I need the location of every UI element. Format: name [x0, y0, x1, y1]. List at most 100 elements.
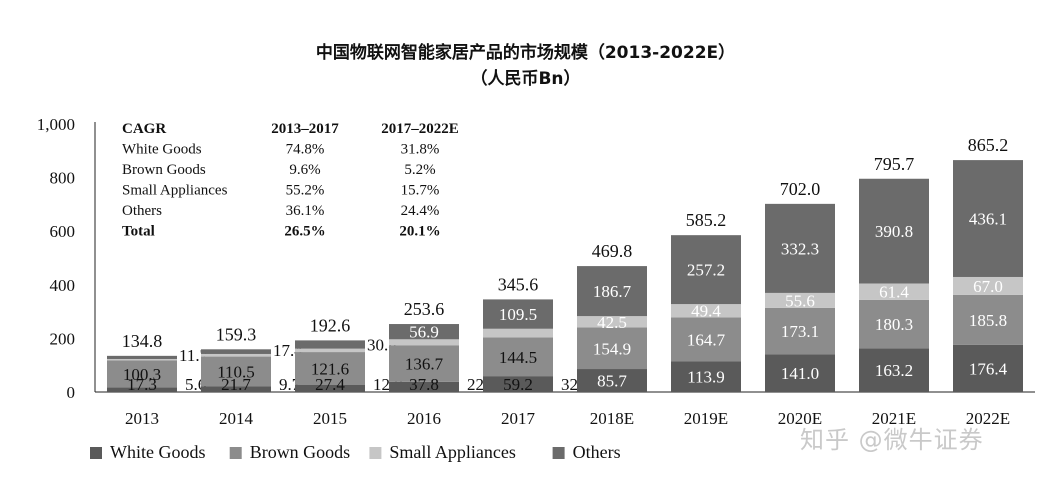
legend-swatch [369, 447, 382, 459]
total-label: 702.0 [780, 179, 821, 199]
data-label-brown-goods: 180.3 [875, 315, 913, 334]
bar-segment-others [859, 178, 929, 284]
data-label-small-appliances: 5.6 [185, 375, 206, 394]
bar-segment-others [765, 203, 835, 293]
data-label-white-goods: 17.3 [127, 375, 157, 394]
bar-segment-white-goods [577, 369, 647, 392]
legend-label: Small Appliances [389, 442, 515, 462]
x-tick-label: 2019E [684, 409, 728, 428]
bar-segment-brown-goods [107, 360, 177, 388]
y-tick-label: 200 [50, 329, 76, 348]
legend-swatch [90, 447, 102, 459]
bar-segment-white-goods [201, 386, 271, 392]
y-tick-label: 1,000 [37, 115, 75, 134]
bar-segment-white-goods [765, 354, 835, 392]
total-label: 253.6 [404, 299, 445, 319]
data-label-white-goods: 163.2 [875, 361, 913, 380]
bar-segment-brown-goods [859, 299, 929, 349]
data-label-brown-goods: 144.5 [499, 348, 537, 367]
data-label-white-goods: 37.8 [409, 375, 439, 394]
data-label-small-appliances: 49.4 [691, 302, 721, 321]
data-label-others: 109.5 [499, 305, 537, 324]
data-label-brown-goods: 121.6 [311, 359, 349, 378]
bar-segment-brown-goods [953, 294, 1023, 345]
y-tick-label: 800 [50, 169, 76, 188]
total-label: 865.2 [968, 135, 1009, 155]
data-label-brown-goods: 154.9 [593, 339, 631, 358]
data-label-others: 436.1 [969, 210, 1007, 229]
x-tick-label: 2020E [778, 409, 822, 428]
cagr-header-cell: CAGR [122, 121, 166, 137]
x-tick-label: 2014 [219, 409, 254, 428]
cagr-table-cell: 55.2% [286, 183, 325, 199]
bar-segment-small-appliances [107, 358, 177, 361]
total-label: 345.6 [498, 274, 539, 294]
x-tick-label: 2016 [407, 409, 441, 428]
data-label-brown-goods: 100.3 [123, 365, 161, 384]
data-label-others: 186.7 [593, 282, 632, 301]
total-label: 585.2 [686, 210, 727, 230]
cagr-table-cell: Brown Goods [122, 162, 206, 178]
cagr-table-cell: 31.8% [401, 142, 440, 158]
total-label: 469.8 [592, 241, 633, 261]
bar-segment-white-goods [107, 387, 177, 392]
cagr-table-cell: Total [122, 224, 155, 240]
bar-segment-others [953, 160, 1023, 277]
legend-swatch [229, 447, 242, 459]
data-label-brown-goods: 173.1 [781, 322, 819, 341]
cagr-table-cell: 74.8% [286, 142, 325, 158]
cagr-table-cell: 9.6% [289, 162, 320, 178]
bar-segment-brown-goods [389, 345, 459, 382]
bar-segment-white-goods [483, 376, 553, 392]
chart-subtitle: （人民币Bn） [470, 69, 581, 89]
bar-segment-small-appliances [483, 328, 553, 338]
data-label-brown-goods: 185.8 [969, 311, 1007, 330]
data-label-brown-goods: 110.5 [217, 362, 255, 381]
bar-segment-small-appliances [859, 283, 929, 300]
data-label-white-goods: 176.4 [969, 359, 1008, 378]
data-label-white-goods: 59.2 [503, 375, 533, 394]
data-label-others: 257.2 [687, 261, 725, 280]
bar-segment-brown-goods [671, 317, 741, 362]
bar-segment-others [295, 340, 365, 349]
data-label-small-appliances: 61.4 [879, 283, 909, 302]
total-label: 795.7 [874, 154, 915, 174]
bar-segment-others [389, 324, 459, 340]
total-label: 192.6 [310, 315, 351, 335]
legend-label: Others [573, 442, 621, 462]
bar-segment-small-appliances [201, 353, 271, 357]
legend-label: White Goods [110, 442, 205, 462]
bar-segment-brown-goods [295, 352, 365, 385]
bar-segment-small-appliances [953, 276, 1023, 295]
y-tick-label: 400 [50, 276, 76, 295]
data-label-brown-goods: 136.7 [405, 355, 444, 374]
bar-segment-white-goods [389, 381, 459, 392]
cagr-table-cell: 20.1% [399, 224, 440, 240]
data-label-small-appliances: 67.0 [973, 277, 1003, 296]
legend-swatch [552, 447, 565, 459]
x-tick-label: 2013 [125, 409, 159, 428]
bar-segment-others [483, 299, 553, 329]
bar-segment-brown-goods [765, 307, 835, 355]
cagr-table-cell: White Goods [122, 142, 202, 158]
cagr-table-cell: 15.7% [401, 183, 440, 199]
total-label: 134.8 [122, 331, 163, 351]
chart-title: 中国物联网智能家居产品的市场规模（2013-2022E） [315, 43, 736, 63]
bar-segment-small-appliances [577, 316, 647, 328]
cagr-table-cell: 36.1% [286, 203, 325, 219]
cagr-header-cell: 2017–2022E [381, 121, 459, 137]
bar-segment-brown-goods [577, 327, 647, 370]
x-tick-label: 2022E [966, 409, 1010, 428]
bar-segment-others [201, 349, 271, 354]
bar-segment-white-goods [671, 361, 741, 392]
data-label-others: 56.9 [409, 323, 439, 342]
bar-segment-brown-goods [201, 356, 271, 387]
bar-segment-small-appliances [295, 348, 365, 353]
data-label-others: 390.8 [875, 222, 913, 241]
bar-segment-white-goods [295, 384, 365, 392]
data-label-white-goods: 113.9 [687, 368, 725, 387]
x-tick-label: 2021E [872, 409, 916, 428]
cagr-table-cell: 24.4% [401, 203, 440, 219]
cagr-header-cell: 2013–2017 [271, 121, 339, 137]
